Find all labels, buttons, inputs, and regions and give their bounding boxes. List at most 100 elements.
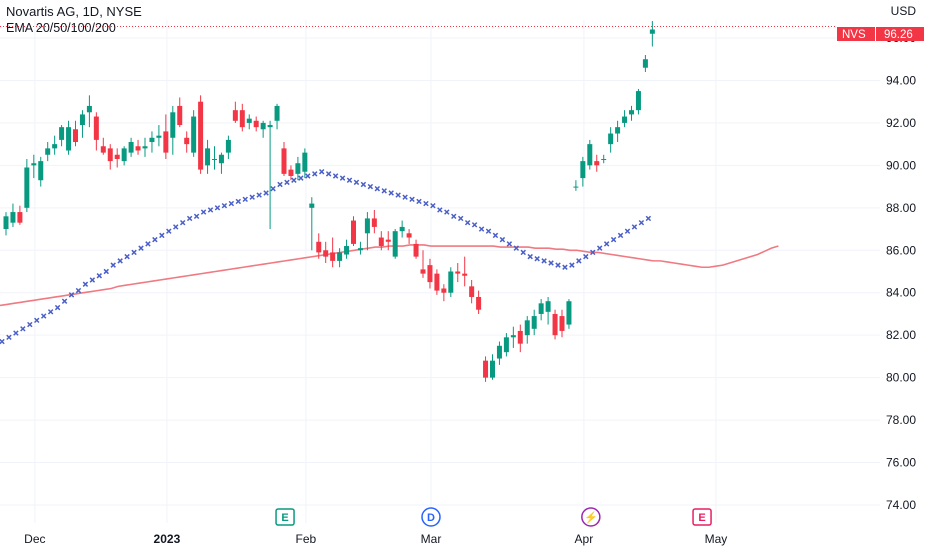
ema-cross-b [409,196,415,203]
candle-body [392,231,398,257]
ema-cross-b [145,241,151,247]
candle-down [177,97,183,128]
ema-cross-b [485,228,492,234]
time-axis[interactable]: Dec 2023 Feb Mar Apr May [24,532,727,546]
ema-fast-marker [214,205,221,211]
price-tick-label: 80.00 [886,371,916,385]
candle-body [573,186,579,188]
ema-fast-marker [576,258,582,264]
ema-cross-b [0,338,5,345]
candle-up [267,120,273,230]
candle-body [538,303,544,314]
candle-body [580,161,586,179]
ema-fast-marker [541,258,547,264]
candle-body [198,101,204,170]
ema-fast-marker [318,169,325,175]
ema-fast-marker [423,200,429,207]
ema-cross-b [179,219,186,226]
candle-down [434,269,440,295]
event-letter: D [427,512,435,524]
ema-fast-marker [388,190,394,196]
candle-up [128,137,134,157]
candle-down [469,279,475,304]
ema-cross-b [513,245,520,251]
event-letter: E [698,512,705,524]
ema-fast-marker [631,224,638,230]
ema-cross-b [631,224,638,230]
candle-body [156,135,162,138]
candle-down [483,356,489,382]
price-tick-label: 82.00 [886,328,916,342]
candle-down [163,114,169,159]
price-tick-label: 86.00 [886,243,916,257]
candle-body [66,127,72,151]
price-tick-label: 88.00 [886,201,916,215]
candle-up [205,139,211,174]
candle-body [545,301,551,312]
candle-up [538,299,544,321]
ema-fast-marker [207,207,214,213]
candle-up [490,354,495,380]
event-letter: ⚡ [584,511,598,524]
ema-cross-b [325,171,332,177]
ema-cross-b [430,202,436,209]
candle-up [212,146,217,170]
candle-body [316,241,322,253]
candle-body [371,218,377,227]
candle-body [608,133,614,145]
ema-cross-b [339,175,346,181]
candle-body [531,316,537,329]
ema-fast-marker [263,190,269,196]
price-axis[interactable]: 74.00 76.00 78.00 80.00 82.00 84.00 86.00 88.00… [886,31,916,512]
price-tick-label: 78.00 [886,413,916,427]
ema-fast-marker [166,228,172,234]
time-tick-label: Feb [296,532,317,546]
candle-up [246,114,252,130]
candle-up [59,125,65,147]
ema-fast-marker [499,236,506,243]
candle-body [225,139,231,153]
candle-up [573,180,579,191]
ema-cross-b [346,177,353,183]
ema-cross-b [374,185,381,192]
ema-cross-b [263,190,269,196]
ema-fast-marker [596,245,603,251]
candle-body [364,218,370,234]
candle-body [128,142,134,153]
chart-title[interactable]: Novartis AG, 1D, NYSE [6,4,142,19]
candle-body [239,110,245,128]
ema-cross-b [596,245,603,251]
candle-down [184,131,190,153]
candle-up [38,156,44,187]
candle-down [198,95,204,174]
candle-down [552,309,558,340]
candle-body [38,161,44,181]
ema-fast-marker [13,330,19,336]
price-tick-label: 76.00 [886,456,916,470]
candle-down [100,137,106,155]
ema-fast-marker [61,298,68,304]
price-tick-label: 84.00 [886,286,916,300]
candle-down [330,237,336,268]
candle-up [3,212,9,236]
ema-fast-marker [131,249,137,256]
candle-body [24,167,30,208]
ema-fast-marker [381,188,387,194]
candle-up [225,135,231,159]
candle-body [100,146,106,153]
candle-up [524,316,530,344]
candle-up [601,154,607,164]
indicator-label[interactable]: EMA 20/50/100/200 [6,21,116,35]
candle-body [524,320,530,336]
candle-body [302,152,308,172]
candle-up [649,21,655,47]
ema-fast-marker [200,209,207,215]
candle-body [31,163,37,166]
candle-up [10,203,16,227]
ema-fast-marker [374,185,381,192]
candle-body [79,114,85,126]
candle-down [420,250,426,278]
candle-body [135,146,141,151]
candle-body [149,137,155,143]
